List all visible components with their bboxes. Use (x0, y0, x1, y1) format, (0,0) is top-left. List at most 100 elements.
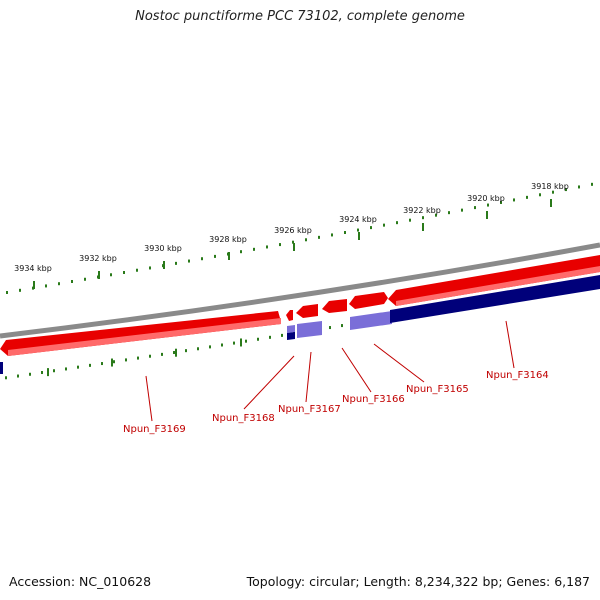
gene-label: Npun_F3164 (486, 370, 549, 381)
major-tick (486, 211, 488, 219)
kbp-label: 3922 kbp (403, 206, 441, 215)
minor-tick (257, 337, 259, 341)
minor-tick (253, 247, 255, 251)
major-tick (293, 243, 295, 251)
minor-tick (175, 261, 177, 265)
minor-tick (19, 288, 21, 292)
gene-leader-line (373, 343, 425, 383)
minor-tick (370, 226, 372, 230)
reverse-segment-3168 (287, 325, 295, 333)
gene-label: Npun_F3169 (123, 424, 186, 435)
reverse-segment-main (390, 275, 600, 323)
minor-tick (113, 360, 115, 364)
minor-tick (526, 195, 528, 199)
minor-tick (435, 213, 437, 217)
major-tick (228, 252, 230, 260)
kbp-label: 3924 kbp (339, 215, 377, 224)
minor-tick (240, 250, 242, 254)
minor-tick (101, 362, 103, 366)
kbp-label: 3920 kbp (467, 194, 505, 203)
gene-label: Npun_F3168 (212, 413, 275, 424)
minor-tick (185, 349, 187, 353)
gene-label: Npun_F3166 (342, 394, 405, 405)
forward-strand-track (0, 255, 600, 356)
minor-tick (591, 182, 593, 186)
minor-tick (539, 193, 541, 197)
minor-tick (77, 365, 79, 369)
accession-label: Accession: NC_010628 (9, 574, 152, 589)
gene-leader-line (305, 351, 312, 403)
minor-tick (53, 369, 55, 373)
minor-tick (279, 243, 281, 247)
minor-tick (266, 245, 268, 249)
minor-tick (137, 356, 139, 360)
gene-leader-line (341, 347, 372, 393)
minor-tick (409, 218, 411, 222)
minor-tick (552, 190, 554, 194)
minor-tick (341, 324, 343, 328)
minor-tick (149, 266, 151, 270)
major-tick (163, 261, 165, 269)
gene-Npun_F3166 (322, 299, 347, 313)
minor-tick (29, 372, 31, 376)
kbp-label: 3918 kbp (531, 182, 569, 191)
minor-tick (305, 238, 307, 242)
gene-Npun_F3167 (296, 304, 318, 318)
minor-tick (269, 335, 271, 339)
gene-label: Npun_F3165 (406, 384, 469, 395)
outer-ruler: 3934 kbp 3932 kbp 3930 kbp 3928 kbp 3926 kbp… (6, 182, 593, 294)
minor-tick (123, 271, 125, 275)
minor-tick (125, 358, 127, 362)
minor-tick (89, 363, 91, 367)
major-tick (47, 368, 49, 377)
gene-Npun_F3164-shade (396, 266, 600, 306)
minor-tick (71, 279, 73, 283)
kbp-label: 3934 kbp (14, 264, 52, 273)
major-tick (33, 281, 35, 289)
minor-tick (448, 211, 450, 215)
minor-tick (329, 326, 331, 330)
gene-labels: Npun_F3169 Npun_F3168Npun_F3167Npun_F3166… (123, 320, 549, 435)
kbp-label: 3930 kbp (144, 244, 182, 253)
minor-tick (221, 343, 223, 347)
minor-tick (41, 371, 43, 375)
minor-tick (357, 228, 359, 232)
genome-backbone (0, 242, 600, 339)
minor-tick (173, 351, 175, 355)
minor-tick (201, 257, 203, 261)
minor-tick (461, 208, 463, 212)
minor-tick (110, 273, 112, 277)
minor-tick (565, 188, 567, 192)
gene-Npun_F3164 (388, 255, 600, 306)
gene-leader-line (243, 355, 295, 410)
major-tick (422, 223, 424, 231)
kbp-label: 3932 kbp (79, 254, 117, 263)
minor-tick (292, 240, 294, 244)
minor-tick (344, 231, 346, 235)
minor-tick (17, 374, 19, 378)
minor-tick (396, 221, 398, 225)
major-tick (240, 338, 242, 347)
major-tick (98, 271, 100, 279)
minor-tick (500, 201, 502, 204)
minor-tick (214, 254, 216, 258)
minor-tick (65, 367, 67, 371)
gene-label: Npun_F3167 (278, 404, 341, 415)
minor-tick (161, 352, 163, 356)
minor-tick (578, 185, 580, 189)
minor-tick (474, 206, 476, 210)
minor-tick (513, 198, 515, 202)
major-tick (111, 358, 113, 367)
kbp-label: 3926 kbp (274, 226, 312, 235)
minor-tick (6, 290, 8, 294)
gene-leader-line (145, 375, 153, 422)
minor-tick (45, 284, 47, 288)
reverse-segment-left (0, 362, 3, 374)
minor-tick (422, 216, 424, 220)
minor-tick (5, 376, 7, 380)
minor-tick (487, 203, 489, 207)
reverse-segment-3165-light (350, 311, 392, 330)
minor-tick (318, 235, 320, 239)
minor-tick (58, 282, 60, 286)
